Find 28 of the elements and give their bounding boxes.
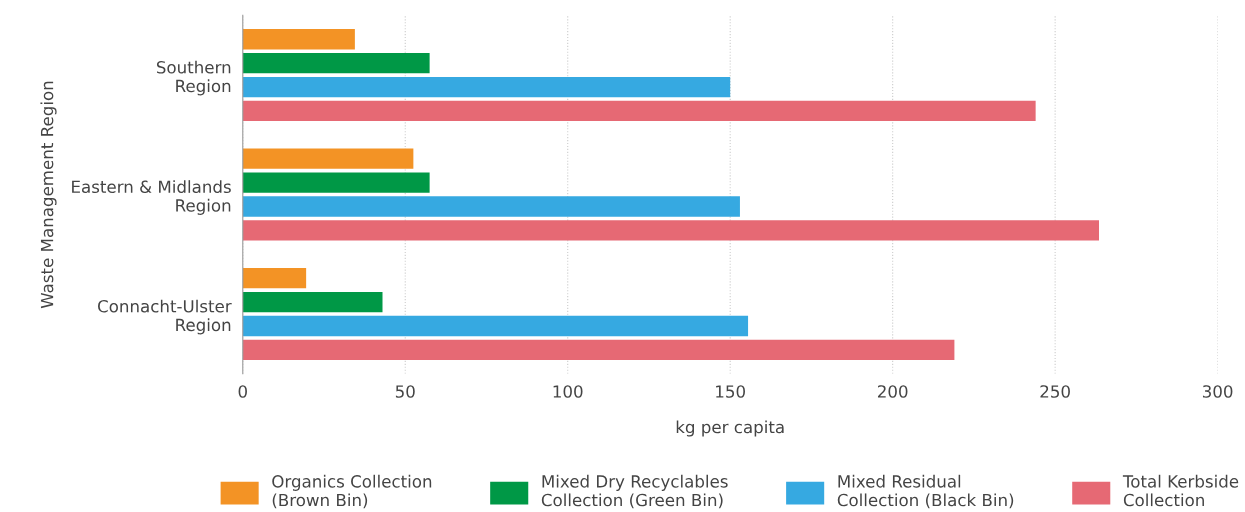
x-tick-label: 50 [395,385,415,398]
legend-label: Mixed Dry Recyclables Collection (Green Bin) [541,474,728,509]
bar [242,52,430,74]
x-tick-label: 100 [553,385,583,398]
bar [242,172,430,193]
bar [242,29,355,50]
bar [242,339,955,361]
x-tick-label: 150 [716,385,745,398]
x-tick-label: 250 [1040,385,1070,398]
bar [242,268,307,289]
y-tick-label: Eastern & Midlands Region [72,180,231,215]
bar [242,220,1100,241]
legend-label: Mixed Residual Collection (Black Bin) [837,474,1014,509]
bar [242,315,749,337]
bar [242,76,731,98]
x-tick-label: 300 [1202,385,1233,398]
bar [242,100,1036,122]
bar [242,196,740,217]
x-tick-label: 0 [238,385,247,398]
legend-label: Organics Collection (Brown Bin) [272,474,432,509]
y-tick-label: Southern Region [156,60,231,96]
bar [242,148,414,169]
x-tick-label: 200 [877,385,908,398]
legend-label: Total Kerbside Collection [1122,474,1239,507]
bar [242,291,383,313]
y-axis-title: Waste Management Region [40,81,57,309]
x-axis-title: kg per capita [676,420,784,437]
y-tick-label: Connacht-Ulster Region [98,299,232,335]
